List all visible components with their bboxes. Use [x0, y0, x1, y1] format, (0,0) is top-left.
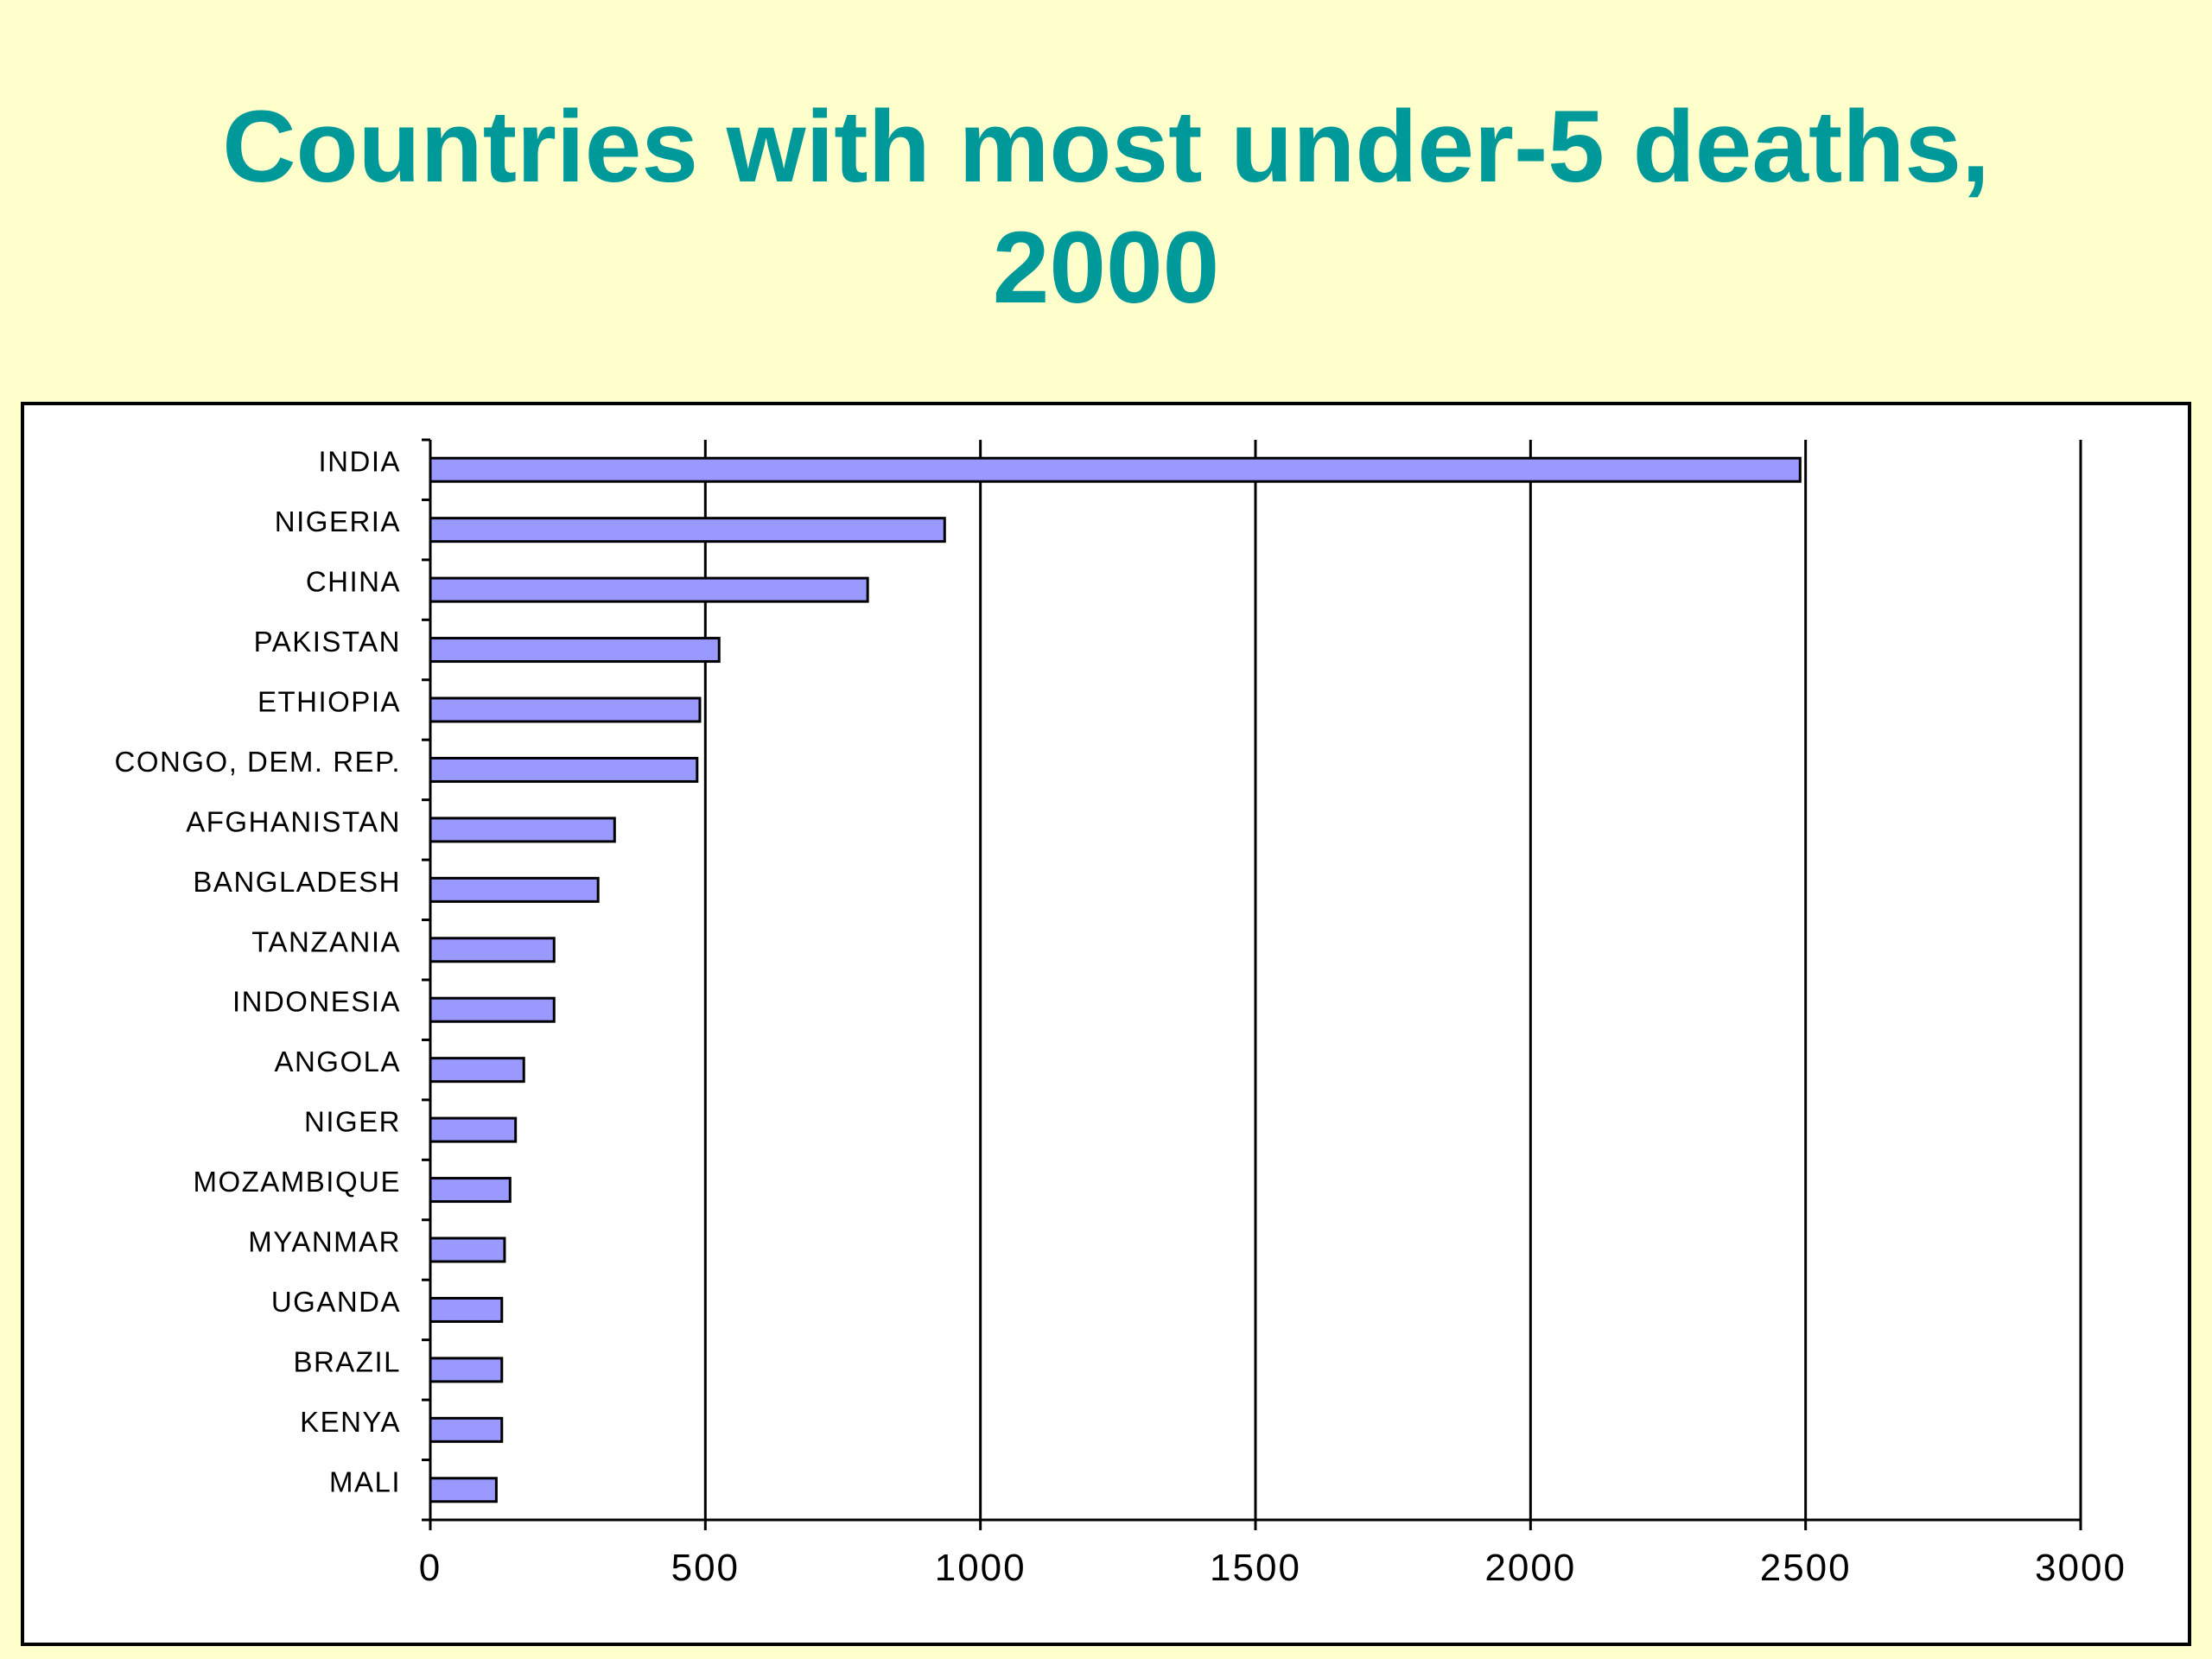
x-tick-label-2000: 2000 [1484, 1547, 1576, 1589]
gridlines [703, 440, 2082, 1520]
bar-myanmar [429, 1236, 506, 1263]
bar-afghanistan [429, 817, 616, 843]
country-labels: INDIA NIGERIA CHINA PAKISTAN ETHIOPIA CONGO, … [115, 446, 401, 1498]
country-label-niger: NIGER [304, 1106, 401, 1138]
x-tick-label-1500: 1500 [1210, 1547, 1301, 1589]
country-label-mali: MALI [329, 1465, 401, 1497]
country-label-myanmar: MYANMAR [248, 1226, 401, 1258]
bar-indonesia [429, 996, 556, 1023]
country-label-india: INDIA [318, 446, 401, 478]
x-tick-label-0: 0 [419, 1547, 442, 1589]
bar-mali [429, 1477, 498, 1503]
bar-uganda [429, 1296, 504, 1323]
country-label-afghanistan: AFGHANISTAN [186, 805, 401, 837]
country-label-mozambique: MOZAMBIQUE [193, 1166, 401, 1198]
country-label-china: CHINA [306, 566, 401, 598]
bar-tanzania [429, 937, 556, 963]
x-tick-label-500: 500 [671, 1547, 740, 1589]
bar-niger [429, 1116, 518, 1143]
bar-pakistan [429, 637, 721, 664]
bar-india [429, 456, 1802, 483]
chart-frame: INDIA NIGERIA CHINA PAKISTAN ETHIOPIA CONGO, … [21, 402, 2191, 1646]
bar-china [429, 576, 869, 603]
bar-nigeria [429, 517, 946, 543]
country-label-angola: ANGOLA [274, 1046, 401, 1077]
bar-angola [429, 1057, 525, 1084]
country-label-bangladesh: BANGLADESH [193, 866, 401, 898]
axes [422, 438, 2082, 1530]
bar-congo-dem-rep [429, 756, 699, 783]
bar-bangladesh [429, 876, 600, 903]
country-label-uganda: UGANDA [271, 1286, 401, 1318]
country-label-kenya: KENYA [300, 1406, 401, 1438]
bar-brazil [429, 1357, 504, 1383]
slide-title-line-2: 2000 [992, 211, 1220, 325]
tick-labels: 0 500 1000 1500 2000 2500 3000 [419, 1547, 2126, 1589]
bars [429, 456, 1802, 1503]
country-label-brazil: BRAZIL [293, 1345, 401, 1377]
bar-kenya [429, 1416, 504, 1443]
slide-title: Countries with most under-5 deaths, 2000 [0, 86, 2212, 328]
country-label-nigeria: NIGERIA [275, 505, 401, 537]
country-label-pakistan: PAKISTAN [254, 626, 401, 658]
country-label-congo-dem-rep: CONGO, DEM. REP. [115, 746, 401, 778]
bar-ethiopia [429, 696, 702, 723]
x-tick-label-1000: 1000 [935, 1547, 1027, 1589]
slide-title-line-1: Countries with most under-5 deaths, [222, 90, 1990, 204]
country-label-tanzania: TANZANIA [251, 925, 401, 957]
country-label-indonesia: INDONESIA [232, 986, 401, 1018]
x-tick-label-2500: 2500 [1760, 1547, 1852, 1589]
x-tick-label-3000: 3000 [2035, 1547, 2126, 1589]
bar-chart: INDIA NIGERIA CHINA PAKISTAN ETHIOPIA CONGO, … [115, 438, 2126, 1589]
bar-mozambique [429, 1177, 512, 1204]
country-label-ethiopia: ETHIOPIA [257, 686, 401, 718]
